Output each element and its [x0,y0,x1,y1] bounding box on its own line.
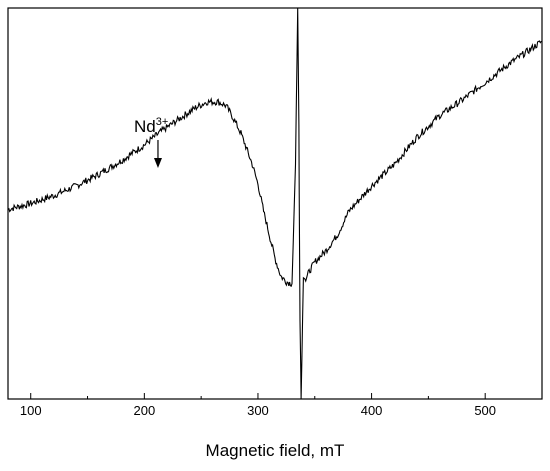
nd-label: Nd [134,117,156,136]
x-axis-title: Magnetic field, mT [206,441,345,460]
x-axis-tick-labels: 100 200 300 400 500 [20,403,496,418]
nd-superscript: 3+ [156,116,169,128]
x-tick-label: 100 [20,403,42,418]
nd3plus-annotation-label: Nd3+ [134,116,168,136]
x-tick-label: 400 [361,403,383,418]
annotation-group: Nd3+ [134,116,168,168]
nd3plus-arrow-head [153,158,162,168]
x-tick-label: 500 [474,403,496,418]
spectrum-line [7,7,543,400]
series-group [7,7,543,400]
x-axis-ticks [30,393,543,399]
x-tick-label: 300 [247,403,269,418]
x-tick-label: 200 [133,403,155,418]
plot-frame [7,7,543,400]
